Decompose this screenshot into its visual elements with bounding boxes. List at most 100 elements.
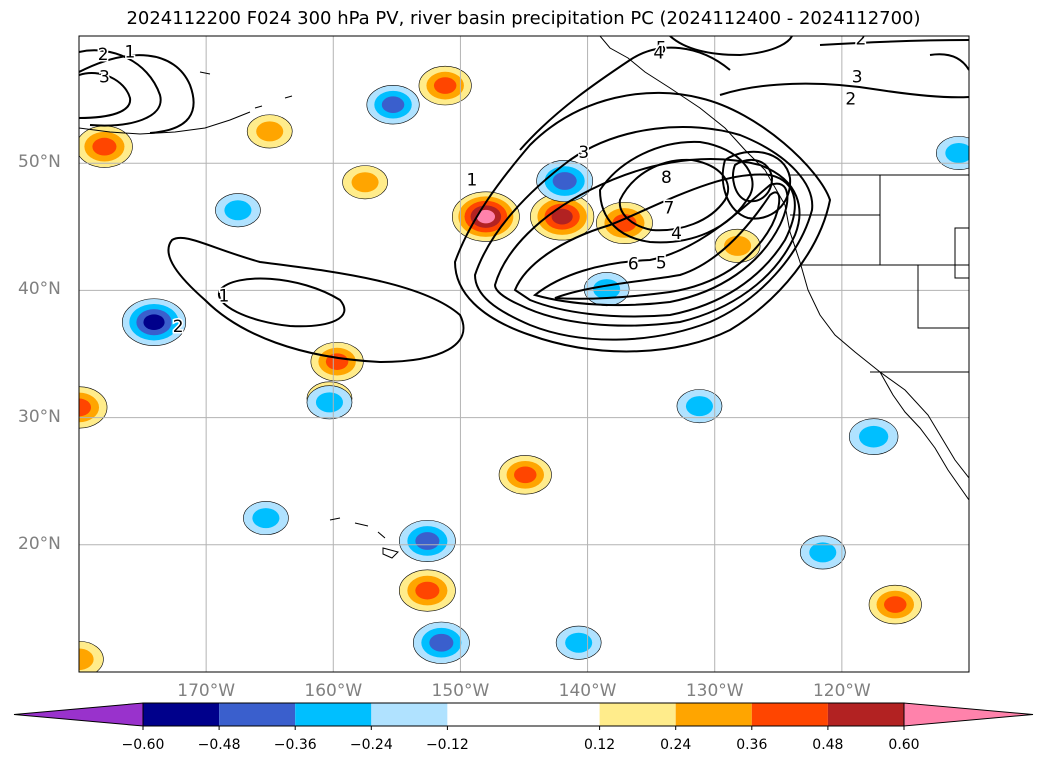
precip-positive-blob [342, 165, 388, 200]
map-frame [78, 35, 970, 673]
precip-positive-blob [498, 455, 552, 495]
precip-level-ring [79, 398, 92, 417]
pv-contour-trough-6 [554, 191, 781, 300]
precip-level-ring [351, 172, 379, 193]
pv-contour-inner-1 [598, 140, 754, 244]
precip-negative-blob [399, 519, 456, 563]
precip-level-ring [92, 137, 117, 156]
colorbar-segment [827, 703, 904, 726]
pv-contour-label: 2 [856, 30, 867, 50]
colorbar-segment [447, 703, 600, 726]
precip-negative-blob [215, 193, 261, 228]
precip-level-ring [381, 96, 405, 113]
precip-level-ring [685, 396, 713, 417]
lat-label: 20°N [18, 533, 61, 554]
pv-contour-label: 5 [656, 38, 667, 58]
lon-label: 160°W [304, 681, 363, 701]
colorbar-tick-label: 0.36 [736, 737, 768, 753]
lat-label: 50°N [18, 152, 61, 173]
map-title: 2024112200 F024 300 hPa PV, river basin … [126, 8, 921, 29]
colorbar-tick-label: 0.48 [812, 737, 844, 753]
precip-level-ring [552, 172, 577, 190]
pv-contour-label: 6 [628, 255, 639, 275]
colorbar-segment [675, 703, 752, 726]
alaska-coast [79, 111, 251, 135]
pv-contour-label: 3 [99, 68, 110, 88]
precip-negative-blob [306, 385, 353, 420]
pv-contour-top-right-1 [669, 36, 793, 57]
colorbar-tick-label: −0.36 [273, 737, 317, 753]
pv-contour-trough-1 [519, 46, 731, 151]
pv-contour-label: 2 [173, 317, 184, 337]
precip-negative-blob [121, 298, 187, 346]
colorbar-tick-label: −0.12 [425, 737, 469, 753]
colorbar-segment [143, 703, 220, 726]
pv-contour-trough-2 [473, 126, 814, 341]
colorbar-tick-label: −0.24 [349, 737, 393, 753]
precip-positive-blob [79, 640, 104, 672]
precip-negative-blob [799, 535, 846, 570]
precip-level-ring [252, 508, 280, 529]
pv-contour-upper-left-2 [79, 49, 162, 127]
precip-level-ring [593, 279, 621, 300]
pv-contour-label: 4 [653, 44, 664, 64]
precip-level-ring [315, 392, 343, 413]
precip-level-ring [724, 235, 752, 256]
pv-contour-label: 3 [578, 143, 589, 163]
hawaii-islands [329, 517, 399, 559]
colorbar-segment [599, 703, 676, 726]
precip-level-ring [224, 200, 252, 221]
lon-label: 130°W [685, 681, 744, 701]
pv-contour-inner-2 [618, 158, 730, 232]
colorbar-extend-low [13, 702, 144, 727]
precip-level-ring [551, 208, 573, 225]
precip-level-ring [79, 648, 94, 671]
precip-negative-blob [555, 625, 602, 660]
pv-contour-label: 1 [124, 42, 135, 62]
precip-negative-blob [536, 159, 594, 203]
precip-negative-blob [412, 621, 470, 664]
precip-level-ring [415, 532, 440, 550]
precip-positive-blob [399, 569, 456, 612]
precip-level-ring [884, 596, 907, 613]
pv-contour-trough-outer [453, 91, 832, 353]
lon-label: 150°W [431, 681, 490, 701]
precip-negative-blob [243, 501, 289, 536]
colorbar [13, 702, 1034, 730]
pv-contour-label: 2 [98, 45, 109, 65]
precip-negative-blob [935, 136, 969, 170]
precip-level-ring [565, 632, 593, 653]
pv-contour-west-2 [217, 277, 346, 328]
lon-label: 120°W [812, 681, 871, 701]
precip-level-ring [859, 425, 889, 448]
pv-contour-label: 2 [845, 89, 856, 109]
pv-contours [79, 36, 969, 364]
lat-label: 40°N [18, 279, 61, 300]
pv-contour-label: 8 [661, 168, 672, 188]
lat-label: 30°N [18, 406, 61, 427]
pv-contour-top-right-3 [819, 39, 969, 46]
precip-negative-blob [366, 85, 420, 125]
colorbar-extend-high [903, 702, 1034, 727]
precip-positive-blob [310, 341, 364, 382]
precip-positive-blob [246, 114, 293, 149]
colorbar-tick-label: −0.48 [197, 737, 241, 753]
colorbar-segment [371, 703, 448, 726]
colorbar-segment [751, 703, 828, 726]
pv-contour-upper-left-3 [79, 72, 132, 119]
pv-contour-label: 1 [466, 171, 477, 191]
precip-negative-blob [848, 418, 899, 456]
aleutians [199, 71, 293, 109]
pv-contour-west-1 [167, 236, 465, 364]
graticule [79, 36, 969, 672]
precip-positive-blob [79, 125, 133, 168]
colorbar-frame [142, 702, 905, 727]
precip-level-ring [945, 143, 969, 164]
precip-level-ring [256, 121, 284, 142]
pv-contour-core-8 [732, 158, 774, 203]
precip-negative-blob [676, 389, 723, 424]
lon-label: 170°W [177, 681, 236, 701]
colorbar-tick-label: 0.60 [888, 737, 920, 753]
